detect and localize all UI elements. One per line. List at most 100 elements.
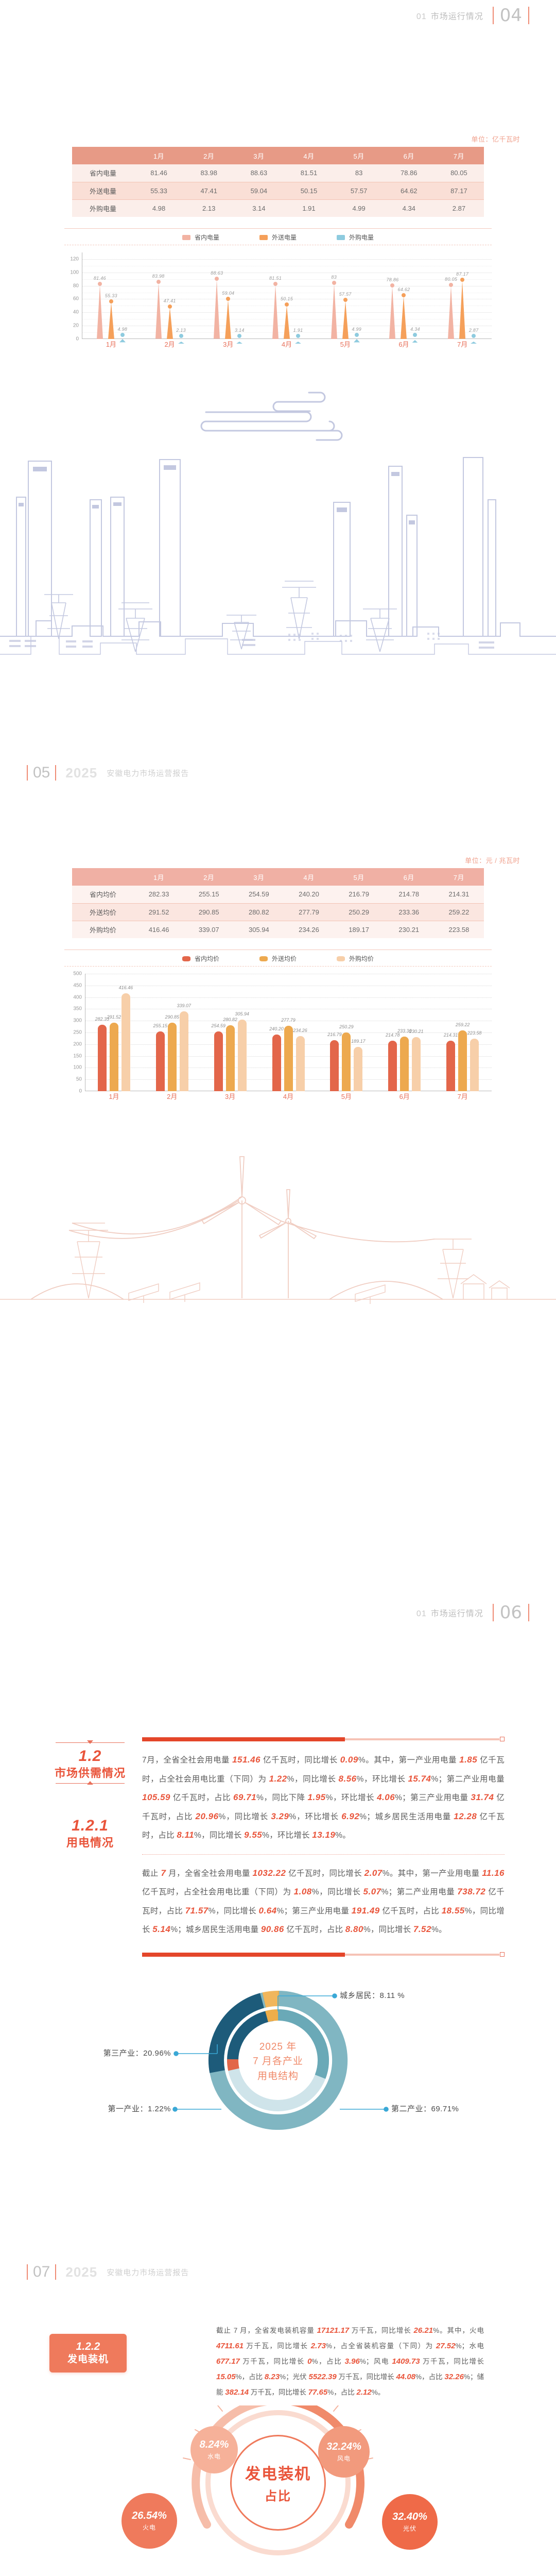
table-cell: 223.58	[433, 920, 484, 938]
capacity-bubble-thermal: 26.54% 火电	[121, 2493, 177, 2549]
bar-group: 214.78 233.36 230.21	[375, 974, 433, 1091]
y-tick-label: 300	[73, 1018, 82, 1024]
column-header: 3月	[234, 147, 284, 164]
bar: 259.22	[456, 1022, 470, 1091]
x-tick-label: 2月	[164, 341, 175, 348]
x-axis-labels: 1月 2月 3月 4月 5月 6月 7月	[82, 339, 492, 350]
page-header-06: 01 市场运行情况 06	[0, 1597, 556, 1628]
progress-fill	[142, 1952, 345, 1957]
tag-rule-bottom	[51, 1780, 129, 1787]
highlight-value: 7	[161, 1868, 166, 1878]
data-label: 254.59	[211, 1023, 225, 1028]
data-point	[120, 332, 125, 337]
table-cell: 250.29	[334, 903, 384, 921]
bar-group: 81.46 55.33 4.98	[82, 252, 141, 343]
y-tick-label: 350	[73, 1006, 82, 1012]
highlight-value: 738.72	[457, 1887, 486, 1897]
capacity-bubble-solar: 32.40% 光伏	[382, 2494, 438, 2550]
data-point	[273, 281, 278, 286]
page-number: 07	[27, 2264, 57, 2280]
page-header-05: 05 2025 安徽电力市场运营报告	[0, 757, 556, 788]
data-label: 3.14	[234, 327, 245, 333]
bar-groups: 282.33 291.52 416.46 255.15 290.85 339.07 254.…	[85, 974, 492, 1091]
data-label: 339.07	[177, 1003, 192, 1009]
column-header: 7月	[433, 147, 484, 164]
x-tick-label: 1月	[106, 341, 116, 348]
x-tick-label: 3月	[225, 1093, 236, 1100]
data-point	[390, 283, 395, 288]
data-label: 88.63	[211, 270, 223, 276]
breadcrumb-number: 01	[416, 12, 427, 21]
data-point	[237, 333, 242, 338]
y-tick-label: 250	[73, 1029, 82, 1036]
data-point	[460, 278, 465, 282]
section-1-2-2-badge: 1.2.2 发电装机	[49, 2334, 127, 2372]
legend-label: 省内电量	[194, 234, 219, 241]
y-tick-label: 20	[73, 323, 79, 329]
tag-rule-top	[51, 1739, 129, 1747]
bar: 3.14	[235, 328, 244, 344]
bubble-key: 风电	[337, 2454, 351, 2462]
bar: 291.52	[107, 1014, 121, 1091]
row-label: 省内均价	[89, 891, 116, 899]
section-1-2-number: 1.2	[78, 1748, 102, 1765]
data-label: 305.94	[235, 1011, 249, 1016]
data-label: 280.82	[223, 1016, 237, 1022]
donut-label-primary: 第一产业：1.22%	[108, 2104, 171, 2113]
table-cell: 81.51	[300, 169, 318, 177]
data-label: 57.57	[339, 291, 352, 297]
bar: 4.99	[352, 327, 361, 343]
highlight-value: 5.07	[363, 1887, 381, 1897]
data-label: 282.33	[95, 1016, 110, 1022]
page-number: 06	[492, 1604, 529, 1621]
column-header: 5月	[334, 147, 384, 164]
bar-group: 240.20 277.79 234.26	[259, 974, 318, 1091]
x-axis-labels: 1月 2月 3月 4月 5月 6月 7月	[85, 1091, 492, 1103]
donut-label-tertiary: 第三产业：20.96%	[103, 2048, 171, 2058]
bar: 2.87	[469, 328, 478, 344]
legend-swatch	[337, 234, 345, 240]
usage-structure-donut: 城乡居民：8.11 % 第三产业：20.96% 第一产业：1.22% 第二产业：…	[51, 1975, 505, 2130]
progress-knob	[500, 1952, 505, 1957]
table-cell: 233.36	[384, 903, 434, 921]
row-label: 外送电量	[72, 181, 134, 199]
bar: 255.15	[153, 1023, 167, 1091]
triangle-down-icon	[87, 1740, 93, 1744]
section-1-2-1-tag: 1.2.1 用电情况	[51, 1816, 129, 1850]
bar: 240.20	[269, 1026, 284, 1091]
page-header-07: 07 2025 安徽电力市场运营报告	[0, 2257, 556, 2287]
ring-center-line1: 发电装机	[245, 2466, 311, 2483]
donut-label-secondary: 第二产业：69.71%	[391, 2104, 459, 2113]
y-tick-label: 500	[73, 971, 82, 977]
y-tick-label: 0	[79, 1088, 82, 1094]
table-cell: 80.05	[450, 169, 467, 177]
highlight-value: 32.26	[444, 2372, 464, 2381]
table-cell: 254.59	[248, 890, 269, 899]
highlight-value: 7.52	[413, 1924, 431, 1935]
table-cell: 2.87	[433, 199, 484, 217]
data-label: 2.13	[176, 328, 186, 333]
page-number: 04	[492, 7, 529, 24]
highlight-value: 8.80	[345, 1924, 363, 1935]
bar: 4.98	[118, 327, 127, 343]
bar: 83.98	[152, 274, 164, 339]
bar-group: 282.33 291.52 416.46	[85, 974, 143, 1091]
bar: 233.36	[397, 1028, 411, 1091]
bubble-key: 火电	[142, 2523, 156, 2531]
highlight-value: 8.11	[177, 1830, 195, 1840]
volume-chart-plot: 0 20 40 60 80 100 120 81.46 55.33 4.98 83.98 47.41…	[64, 252, 492, 350]
data-point	[332, 280, 336, 285]
page-04: 01 市场运行情况 04 单位：亿千瓦时 1月 2月 3月 4月 5月 6月 7月 省内电量 8…	[0, 0, 556, 757]
data-label: 234.26	[293, 1028, 307, 1033]
ring-center-line2: 占比	[265, 2489, 291, 2504]
triangle-up-icon	[87, 1781, 93, 1785]
table-cell: 339.07	[184, 920, 234, 938]
x-tick-label: 7月	[457, 341, 468, 348]
table-cell: 291.52	[134, 903, 184, 921]
highlight-value: 71.57	[185, 1905, 208, 1916]
column-header: 1月	[134, 147, 184, 164]
data-label: 416.46	[118, 985, 133, 991]
bar: 214.31	[444, 1032, 458, 1091]
volume-chart-legend: 省内电量 外送电量 外购电量	[64, 228, 492, 245]
legend-item: 省内电量	[182, 233, 219, 242]
